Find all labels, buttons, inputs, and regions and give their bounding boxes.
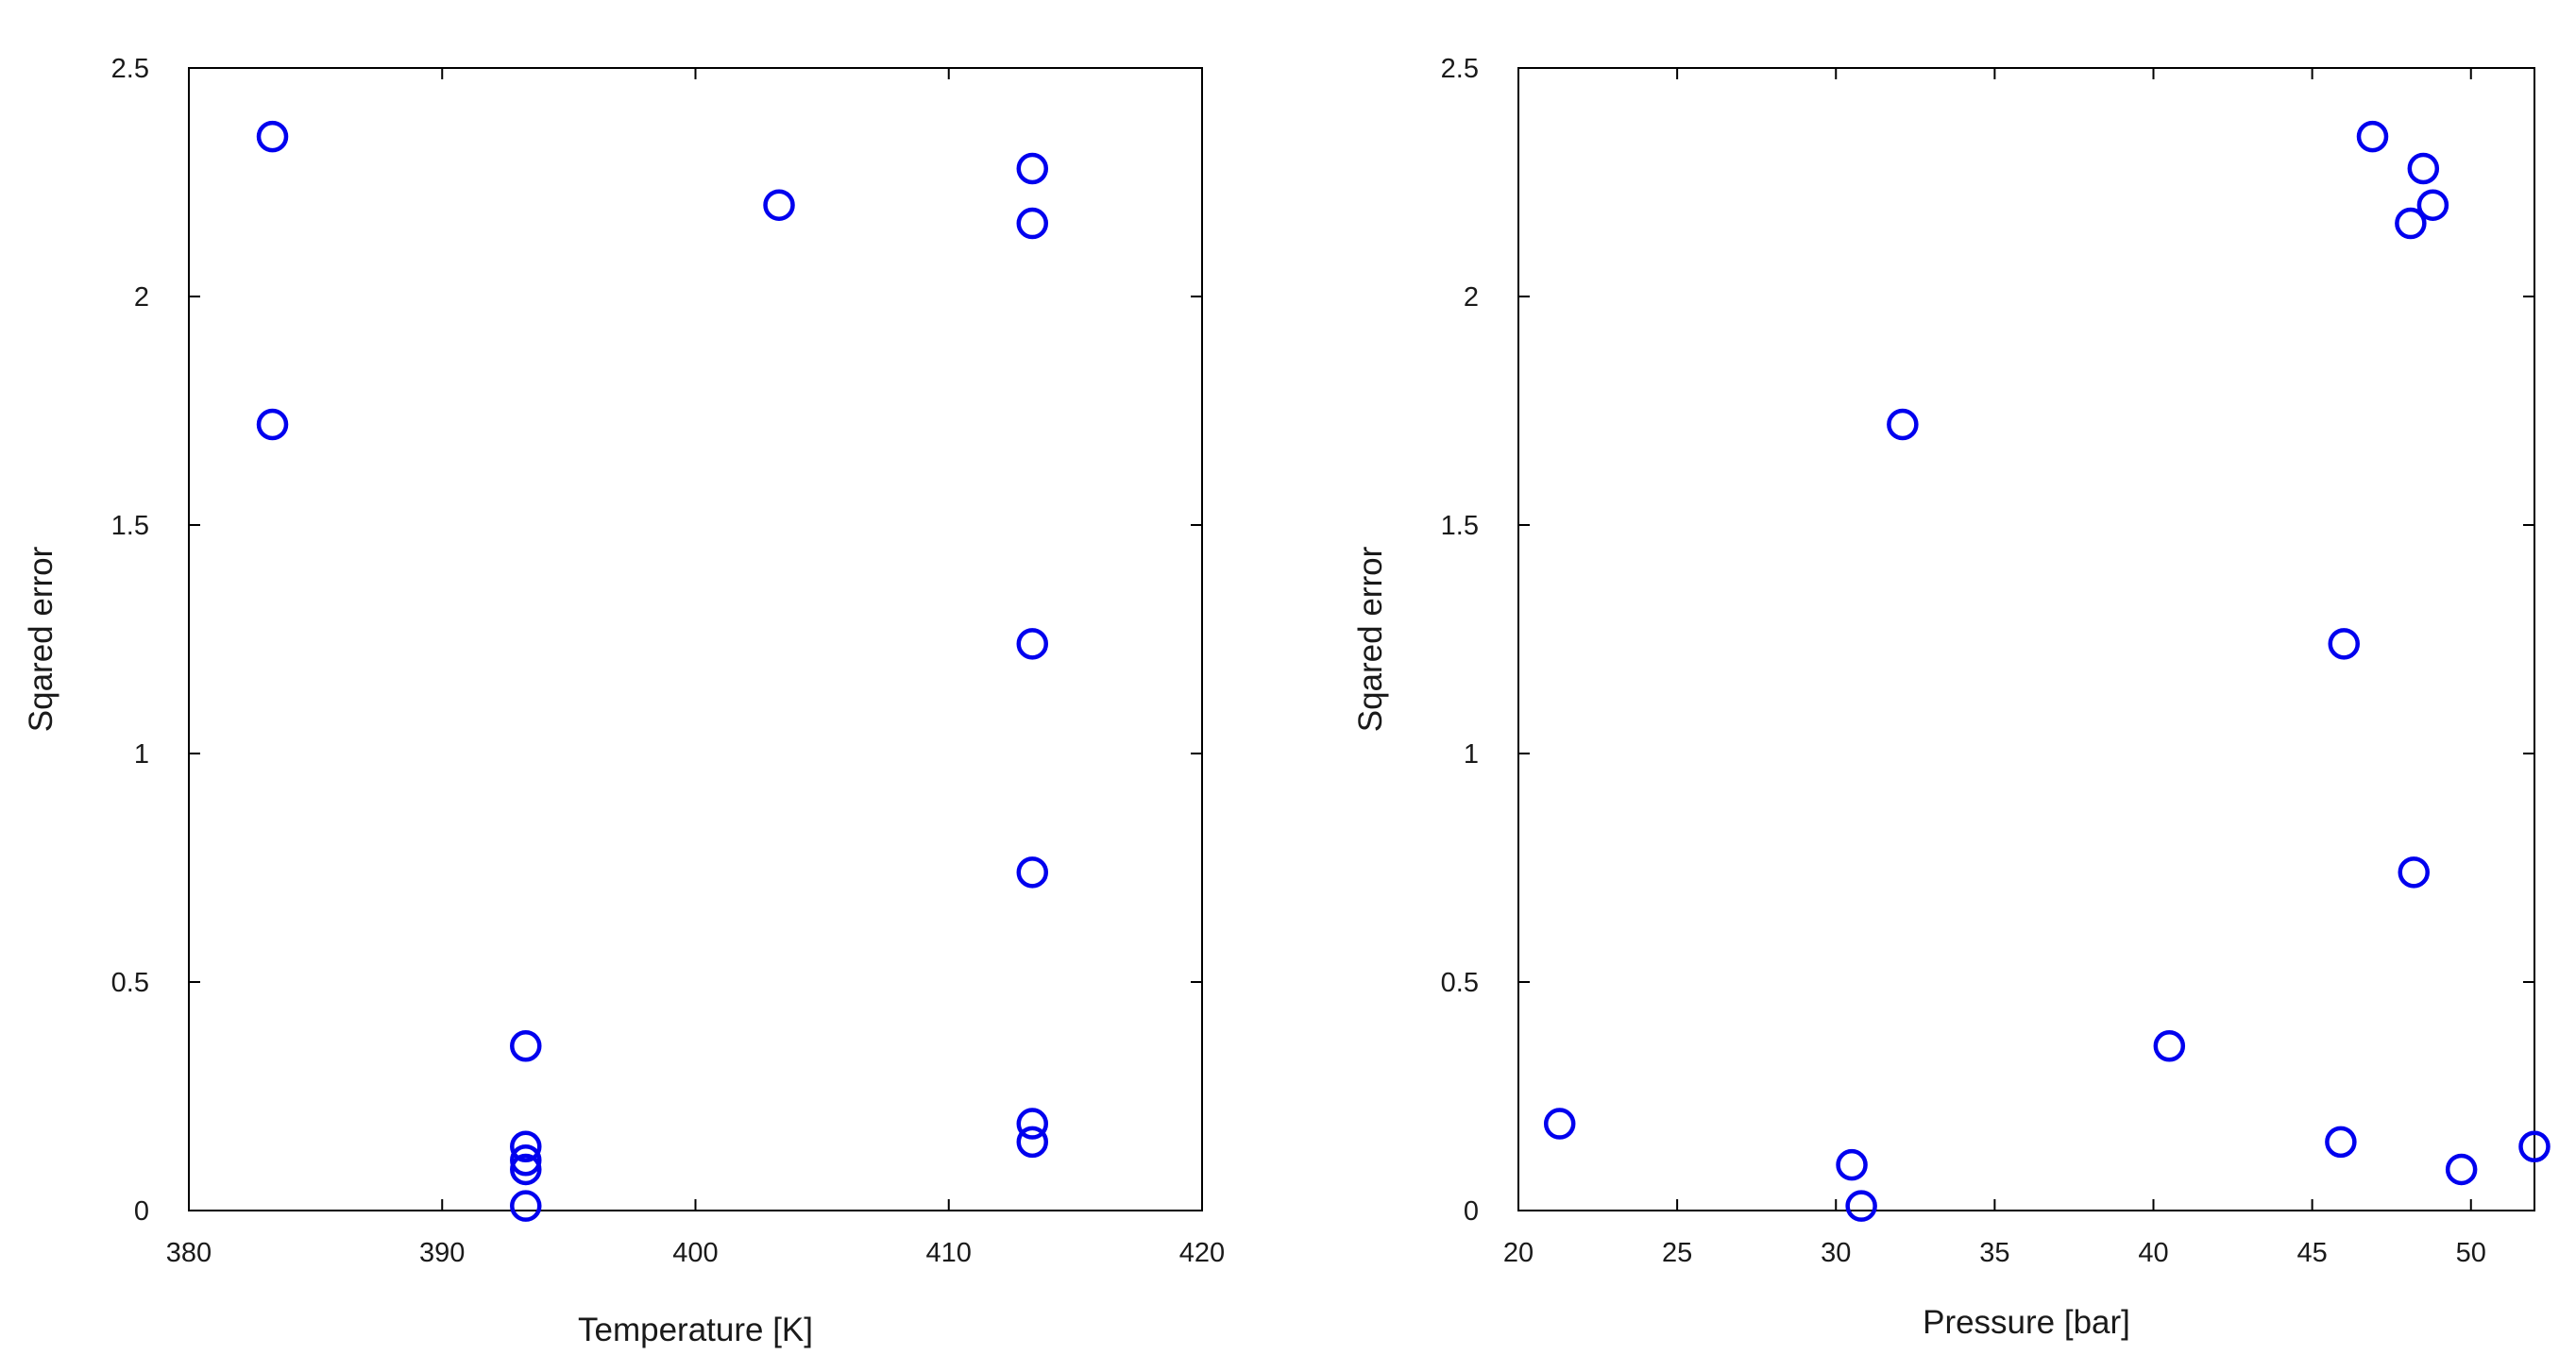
- x-axis-label-temperature: Temperature [K]: [578, 1312, 813, 1348]
- y-tick-label: 0.5: [111, 968, 149, 998]
- data-point: [510, 1153, 542, 1186]
- data-point: [1543, 1108, 1576, 1140]
- data-point: [510, 1130, 542, 1162]
- y-tick-label: 1: [1464, 739, 1479, 770]
- data-point: [1836, 1148, 1868, 1181]
- data-point: [510, 1030, 542, 1062]
- x-tick-label: 40: [2138, 1238, 2168, 1268]
- y-tick-label: 2.5: [111, 54, 149, 84]
- data-point: [1845, 1190, 1877, 1222]
- y-tick-label: 0.5: [1441, 968, 1479, 998]
- y-tick-label: 2: [1464, 282, 1479, 313]
- data-points-temperature: [256, 120, 1049, 1222]
- data-point: [1016, 1126, 1049, 1159]
- data-point: [2325, 1126, 2357, 1159]
- data-point: [2416, 189, 2449, 221]
- data-point: [510, 1190, 542, 1222]
- x-tick-label: 380: [166, 1238, 212, 1268]
- x-tick-label: 20: [1503, 1238, 1534, 1268]
- data-point: [2356, 120, 2389, 153]
- x-tick-label: 400: [672, 1238, 718, 1268]
- x-tick-label: 35: [1979, 1238, 2009, 1268]
- data-point: [2153, 1030, 2186, 1062]
- y-tick-label: 2: [134, 282, 149, 313]
- y-tick-label: 1.5: [1441, 511, 1479, 541]
- y-tick-label: 2.5: [1441, 54, 1479, 84]
- data-points-pressure: [1543, 120, 2551, 1222]
- x-axis-ticks-pressure: 20 25 30 35 40 45 50: [1503, 68, 2486, 1268]
- data-point: [256, 120, 289, 153]
- x-tick-label: 25: [1662, 1238, 1692, 1268]
- data-point: [2407, 152, 2440, 185]
- y-axis-ticks-temperature: 0 0.5 1 1.5 2 2.5: [111, 54, 1202, 1227]
- data-point: [1016, 152, 1049, 185]
- data-point: [1887, 408, 1919, 441]
- data-point: [2395, 207, 2427, 240]
- data-point: [2445, 1153, 2478, 1186]
- x-tick-label: 420: [1179, 1238, 1225, 1268]
- data-point: [2328, 628, 2360, 660]
- data-point: [2398, 856, 2430, 889]
- y-tick-label: 0: [134, 1196, 149, 1227]
- y-axis-label-temperature: Sqared error: [23, 546, 59, 732]
- data-point: [1016, 856, 1049, 889]
- x-tick-label: 30: [1821, 1238, 1851, 1268]
- data-point: [2518, 1130, 2551, 1162]
- data-point: [256, 408, 289, 441]
- y-tick-label: 1.5: [111, 511, 149, 541]
- x-tick-label: 45: [2296, 1238, 2327, 1268]
- temperature-scatter-panel: 0 0.5 1 1.5 2 2.5 380 390 400 410 420 Temperature…: [23, 54, 1225, 1348]
- data-point: [510, 1144, 542, 1177]
- data-point: [763, 189, 795, 221]
- plot-frame-temperature: [188, 67, 1203, 1211]
- x-tick-label: 50: [2456, 1238, 2486, 1268]
- pressure-scatter-panel: 0 0.5 1 1.5 2 2.5 20 25 30 35 40 45 50 Pressure [ba…: [1352, 54, 2551, 1341]
- x-tick-label: 390: [419, 1238, 465, 1268]
- data-point: [1016, 1108, 1049, 1140]
- data-point: [1016, 207, 1049, 240]
- data-point: [1016, 628, 1049, 660]
- x-axis-label-pressure: Pressure [bar]: [1923, 1304, 2130, 1341]
- y-tick-label: 1: [134, 739, 149, 770]
- y-axis-label-pressure: Sqared error: [1352, 546, 1389, 732]
- x-axis-ticks-temperature: 380 390 400 410 420: [166, 68, 1225, 1268]
- y-tick-label: 0: [1464, 1196, 1479, 1227]
- y-axis-ticks-pressure: 0 0.5 1 1.5 2 2.5: [1441, 54, 2534, 1227]
- x-tick-label: 410: [926, 1238, 972, 1268]
- plot-frame-pressure: [1517, 67, 2535, 1211]
